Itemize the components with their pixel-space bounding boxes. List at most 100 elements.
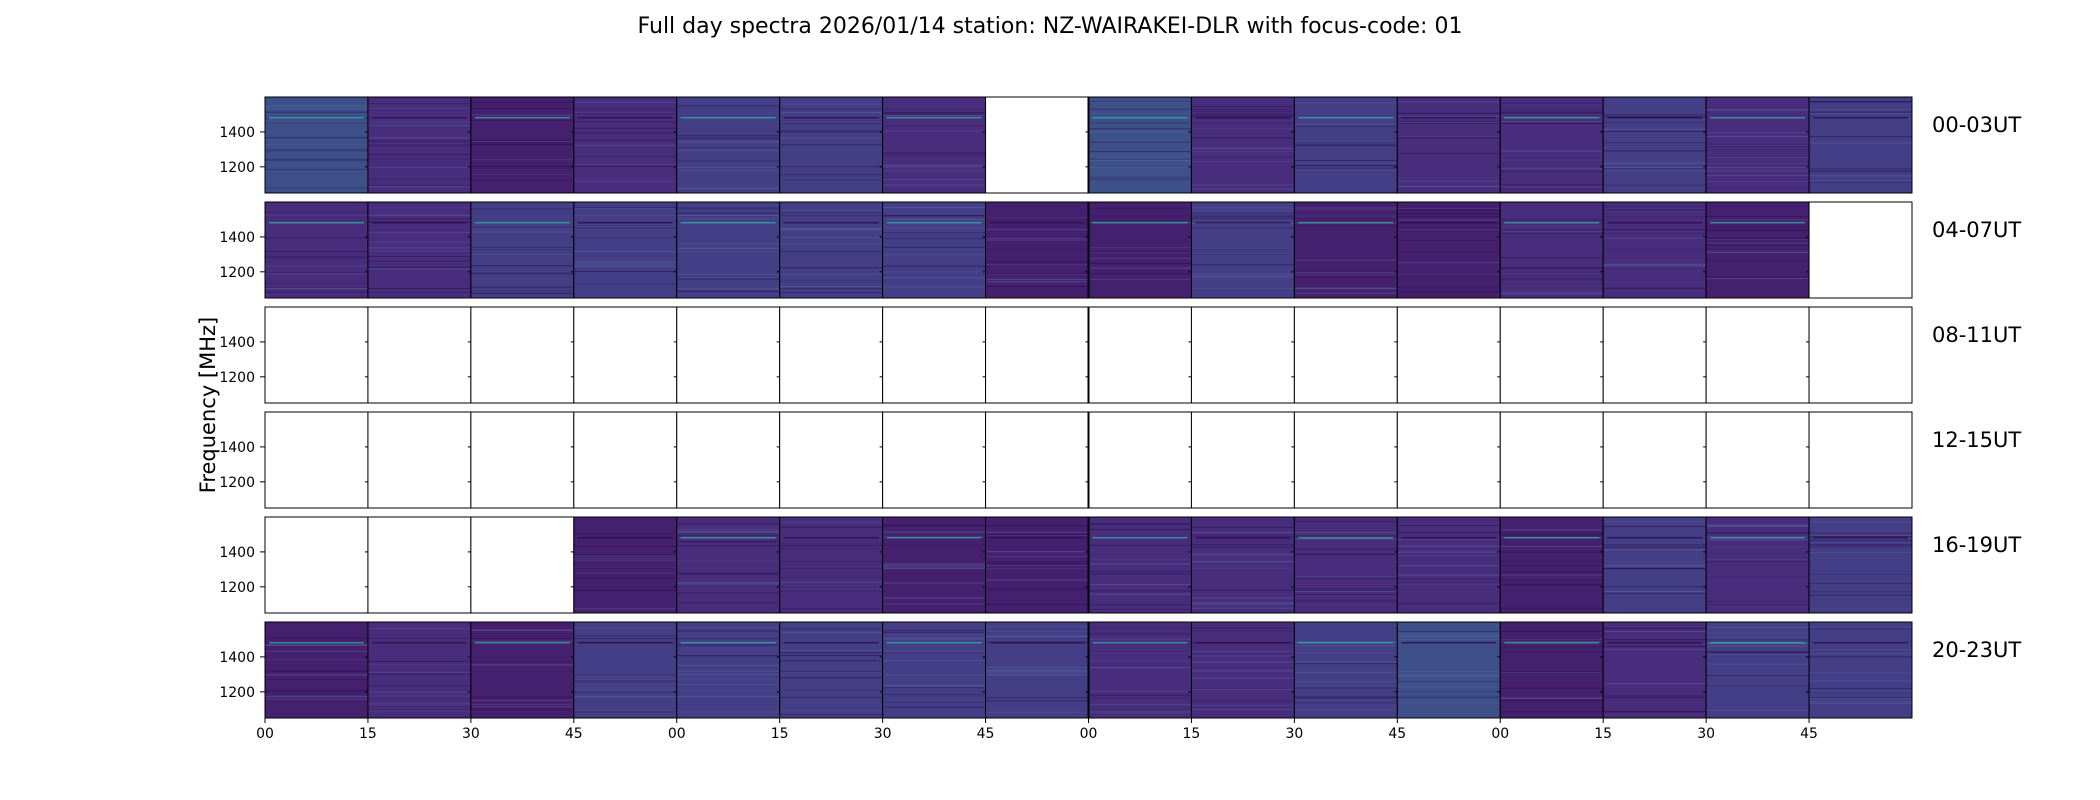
spectrum-tile [1600,516,1707,614]
spectral-stripe [1809,544,1912,546]
spectral-stripe [1603,521,1707,523]
tile-fill [470,517,574,613]
spectral-stripe [882,164,986,166]
spectral-stripe [1397,670,1501,672]
spectral-stripe [1706,238,1810,240]
spectral-stripe [1706,132,1810,134]
spectral-stripe [1603,281,1707,283]
spectrum-tile [570,411,678,509]
spectral-stripe [676,246,780,248]
spectral-stripe [1500,229,1604,231]
spectral-stripe [573,557,677,559]
spectral-stripe [367,231,471,233]
spectrum-tile [570,96,678,194]
tile-fill [985,202,1089,298]
spectral-stripe [1809,142,1912,144]
tile-fill [1294,307,1398,403]
spectral-stripe [985,534,1089,536]
spectrum-tile [1188,621,1295,719]
spectral-stripe [1294,144,1398,146]
spectral-stripe [1088,667,1192,669]
spectral-stripe [882,238,986,240]
xtick-label: 15 [1183,726,1201,742]
spectrum-tile [982,411,1089,509]
spectral-stripe [1809,690,1912,692]
spectral-stripe [1603,639,1707,641]
spectral-stripe [265,674,368,676]
tile-fill [1294,622,1398,718]
spectral-stripe [1500,112,1604,114]
spectral-stripe [1191,156,1295,158]
spectrum-tile [264,201,369,299]
spectral-stripe [470,664,574,666]
spectral-stripe [882,232,986,234]
spectral-stripe [1088,131,1192,133]
spectral-stripe [1500,551,1604,553]
spectral-stripe [1191,122,1295,124]
spectral-stripe [1294,589,1398,591]
spectrum-tile [982,306,1089,404]
spectral-stripe [573,127,677,129]
spectral-stripe [1706,639,1810,641]
tile-fill [676,307,780,403]
ytick-label: 1400 [219,125,255,141]
spectral-stripe [882,154,986,156]
spectrum-tile [1188,201,1295,299]
spectral-stripe [1706,163,1810,165]
spectral-stripe [676,273,780,275]
spectrum-tile [264,411,369,509]
spectral-stripe [779,671,883,673]
spectral-stripe [470,139,574,141]
spectral-stripe [1706,242,1810,244]
spectral-stripe [1088,523,1192,525]
spectral-stripe [367,287,471,289]
spectrum-tile [673,201,781,299]
spectral-stripe [1706,145,1810,147]
spectral-stripe [1397,101,1501,103]
spectral-stripe [265,287,368,289]
spectral-stripe [1397,219,1501,221]
rfi-line [1092,536,1188,539]
spectral-stripe [779,166,883,168]
spectral-stripe [1706,675,1810,677]
spectral-stripe [1500,571,1604,573]
spectral-stripe [1809,534,1912,536]
spectral-stripe [470,144,574,146]
spectral-stripe [985,635,1089,637]
spectral-stripe [1191,188,1295,190]
spectral-stripe [573,573,677,575]
spectral-stripe [985,273,1089,275]
spectral-stripe [1088,108,1192,110]
spectral-stripe [1088,207,1192,209]
spectral-stripe [1191,553,1295,555]
spectral-stripe [779,526,883,528]
spectral-stripe [1809,607,1912,609]
spectral-stripe [1500,574,1604,576]
spectral-stripe [1500,579,1604,581]
tile-fill [1809,97,1912,193]
spectral-stripe [1294,687,1398,689]
spectral-stripe [367,214,471,216]
spectral-stripe [1500,699,1604,701]
spectral-stripe [1706,653,1810,655]
spectrum-tile [467,621,575,719]
spectral-stripe [573,110,677,112]
spectral-stripe [573,577,677,579]
spectral-stripe [1088,690,1192,692]
spectral-stripe [573,236,677,238]
spectral-stripe [676,560,780,562]
spectral-stripe [1294,123,1398,125]
spectral-stripe [1500,700,1604,702]
spectral-stripe [1603,267,1707,269]
spectrum-tile [776,96,884,194]
spectral-stripe [676,212,780,214]
spectral-stripe [985,218,1089,220]
spectral-stripe [882,170,986,172]
spectral-stripe [1603,128,1707,130]
tile-fill [367,412,471,508]
spectral-stripe [985,626,1089,628]
spectral-stripe [470,142,574,144]
spectral-stripe [1191,630,1295,632]
spectral-stripe [1500,233,1604,235]
spectral-stripe [470,706,574,708]
